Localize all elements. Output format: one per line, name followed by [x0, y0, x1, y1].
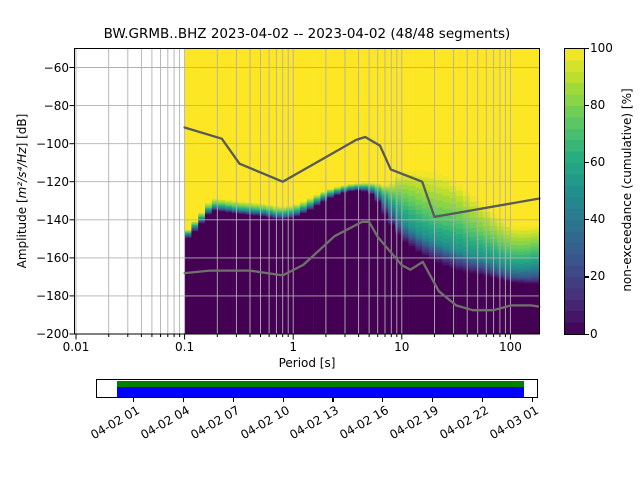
timeline-box — [96, 378, 538, 398]
x-tick-label: 1 — [289, 340, 298, 354]
noise-model-lines — [183, 126, 541, 312]
timeline-tick — [282, 397, 284, 403]
x-tick-label: 0.1 — [175, 340, 195, 354]
y-axis-label-math: m²/s⁴/Hz — [15, 147, 29, 199]
grid-lines — [74, 48, 540, 335]
colorbar-tick — [585, 276, 589, 278]
timeline-tick — [531, 397, 533, 403]
timeline-tick — [232, 397, 235, 403]
x-tick-label: 10 — [394, 340, 410, 354]
axes-frame — [69, 48, 540, 340]
x-tick-label: 0.01 — [62, 340, 90, 354]
colorbar — [564, 48, 585, 335]
timeline-tick — [382, 397, 384, 403]
x-tick-label: 100 — [498, 340, 522, 354]
colorbar-tick-label: 60 — [590, 155, 606, 170]
colorbar-tick — [585, 333, 589, 335]
timeline-extent-bar — [117, 387, 524, 397]
colorbar-tick-label: 20 — [590, 269, 606, 284]
colorbar-tick — [585, 162, 589, 164]
y-tick-label: −100 — [36, 136, 69, 151]
colorbar-tick-label: 80 — [590, 98, 606, 113]
y-tick-label: −120 — [36, 174, 69, 189]
x-axis-label: Period [s] — [278, 356, 336, 370]
y-tick-label: −200 — [36, 327, 69, 341]
colorbar-label: non-exceedance (cumulative) [%] — [620, 88, 634, 292]
timeline-tick — [432, 397, 434, 403]
y-tick-label: −140 — [36, 212, 69, 227]
colorbar-tick — [585, 219, 589, 221]
timeline-tick — [481, 397, 483, 403]
y-tick-label: −80 — [43, 98, 69, 113]
plot-title: BW.GRMB..BHZ 2023-04-02 -- 2023-04-02 (4… — [103, 26, 511, 42]
colorbar-tick — [585, 105, 589, 107]
timeline-tick — [332, 397, 334, 403]
y-tick-label: −160 — [36, 250, 69, 265]
y-tick-label: −60 — [43, 60, 69, 75]
colorbar-tick — [585, 48, 589, 50]
colorbar-tick-label: 0 — [590, 326, 598, 341]
y-tick-label: −180 — [36, 288, 69, 303]
timeline-coverage-bar — [117, 380, 524, 388]
colorbar-tick-label: 40 — [590, 212, 606, 227]
timeline-tick — [183, 397, 185, 403]
timeline-tick — [133, 397, 135, 403]
colorbar-tick-label: 100 — [590, 41, 613, 55]
